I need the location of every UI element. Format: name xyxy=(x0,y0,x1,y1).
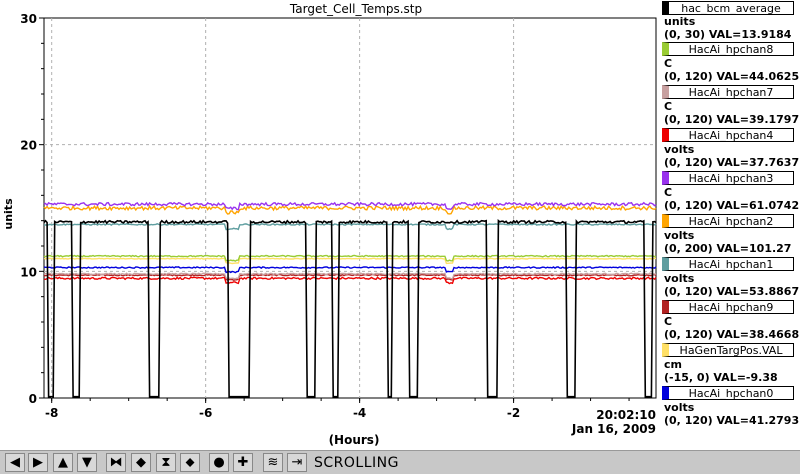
series-line-HacAi_hpchan0 xyxy=(43,266,657,274)
end-time-label: 20:02:10 xyxy=(596,408,656,422)
series-line-HacAi_hpchan4 xyxy=(43,276,657,285)
legend-range-value: (0, 120) VAL=53.8867 xyxy=(664,285,800,298)
legend-unit: units xyxy=(664,15,696,28)
legend-series-button[interactable]: HacAi_hpchan9 xyxy=(662,300,794,314)
shrink-horizontal-icon[interactable]: ⧓ xyxy=(106,453,126,472)
legend-unit: C xyxy=(664,315,673,328)
x-axis-label: (Hours) xyxy=(329,433,380,447)
x-tick-label: -8 xyxy=(45,406,58,420)
legend-range-value: (0, 120) VAL=38.4668 xyxy=(664,328,800,341)
legend-range-value: (0, 120) VAL=41.2793 xyxy=(664,414,800,427)
series-line-HacAi_hpchan2 xyxy=(43,204,657,215)
legend-unit: C xyxy=(664,100,673,113)
x-tick-label: -4 xyxy=(353,406,366,420)
series-line-HacAi_hpchan8 xyxy=(43,254,657,262)
series-layer xyxy=(43,201,657,398)
arrow-up-icon[interactable]: ▲ xyxy=(53,453,73,472)
expand-vertical-icon[interactable]: ⬥ xyxy=(180,453,200,472)
arrow-left-icon[interactable]: ◀ xyxy=(5,453,25,472)
legend-unit: C xyxy=(664,57,673,70)
legend-panel: hac_bcm_average units (0, 30) VAL=13.918… xyxy=(660,0,800,450)
grid-lines xyxy=(44,18,656,398)
series-line-HacAi_hpchan7 xyxy=(43,272,657,280)
legend-series-button[interactable]: HacAi_hpchan1 xyxy=(662,257,794,271)
legend-unit: volts xyxy=(664,229,695,242)
zoom-in-icon[interactable]: ✚ xyxy=(233,453,253,472)
legend-series-button[interactable]: HacAi_hpchan8 xyxy=(662,42,794,56)
legend-series-button[interactable]: HacAi_hpchan7 xyxy=(662,85,794,99)
y-tick-label: 20 xyxy=(20,139,37,153)
x-axis: -8 -6 -4 -2 xyxy=(45,398,630,420)
expand-horizontal-icon[interactable]: ◆ xyxy=(131,453,151,472)
arrow-down-icon[interactable]: ▼ xyxy=(77,453,97,472)
y-tick-label: 10 xyxy=(20,265,37,279)
zoom-out-icon[interactable]: ● xyxy=(209,453,229,472)
legend-range-value: (0, 120) VAL=39.1797 xyxy=(664,113,800,126)
y-tick-label: 30 xyxy=(20,12,37,26)
legend-range-value: (0, 30) VAL=13.9184 xyxy=(664,28,792,41)
legend-unit: cm xyxy=(664,358,682,371)
legend-series-button[interactable]: hac_bcm_average xyxy=(662,1,794,15)
strip-chart: Target_Cell_Temps.stp 0 10 20 30 -8 -6 -4 -2 u… xyxy=(2,2,657,447)
shrink-vertical-icon[interactable]: ⧗ xyxy=(156,453,176,472)
mode-label: SCROLLING xyxy=(314,455,399,471)
legend-unit: volts xyxy=(664,143,695,156)
end-date-label: Jan 16, 2009 xyxy=(571,422,656,436)
y-tick-label: 0 xyxy=(29,392,37,406)
legend-series-button[interactable]: HacAi_hpchan3 xyxy=(662,171,794,185)
x-tick-label: -2 xyxy=(507,406,520,420)
legend-series-button[interactable]: HacAi_hpchan4 xyxy=(662,128,794,142)
legend-unit: volts xyxy=(664,401,695,414)
legend-range-value: (0, 200) VAL=101.27 xyxy=(664,242,792,255)
legend-range-value: (0, 120) VAL=44.0625 xyxy=(664,70,800,83)
legend-range-value: (0, 120) VAL=61.0742 xyxy=(664,199,800,212)
y-axis: 0 10 20 30 xyxy=(20,12,44,406)
legend-range-value: (0, 120) VAL=37.7637 xyxy=(664,156,800,169)
y-axis-label: units xyxy=(2,198,15,230)
legend-series-button[interactable]: HacAi_hpchan0 xyxy=(662,386,794,400)
toolbar: ◀ ▶ ▲ ▼ ⧓ ◆ ⧗ ⬥ ● ✚ ≋ ⇥ SCROLLING xyxy=(0,450,800,474)
legend-range-value: (-15, 0) VAL=-9.38 xyxy=(664,371,778,384)
series-line-hac_bcm_average xyxy=(43,219,657,398)
legend-series-button[interactable]: HaGenTargPos.VAL xyxy=(662,343,794,357)
series-line-HaGenTargPos.VAL xyxy=(43,257,657,265)
go-to-end-icon[interactable]: ⇥ xyxy=(287,453,307,472)
legend-unit: C xyxy=(664,186,673,199)
series-line-HacAi_hpchan3 xyxy=(43,201,657,211)
legend-unit: volts xyxy=(664,272,695,285)
autoscale-icon[interactable]: ≋ xyxy=(263,453,283,472)
series-line-HacAi_hpchan1 xyxy=(43,222,657,231)
arrow-right-icon[interactable]: ▶ xyxy=(28,453,48,472)
legend-series-button[interactable]: HacAi_hpchan2 xyxy=(662,214,794,228)
chart-title: Target_Cell_Temps.stp xyxy=(289,2,422,16)
x-tick-label: -6 xyxy=(199,406,212,420)
